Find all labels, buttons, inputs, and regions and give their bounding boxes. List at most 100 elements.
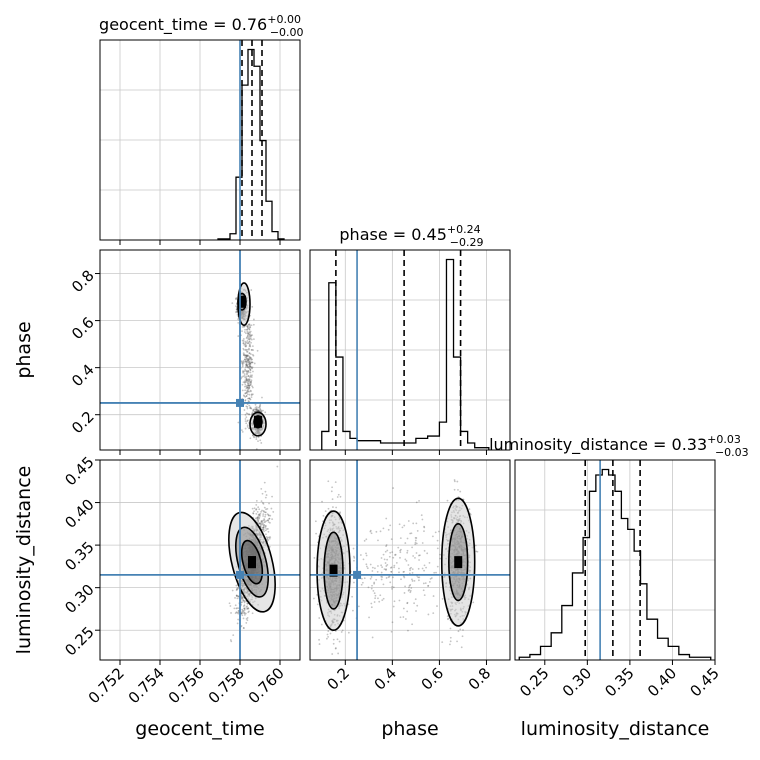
sample-point [330,490,333,493]
sample-point [245,337,248,340]
sample-point [242,338,245,340]
panel-frame [309,249,511,451]
sample-point [390,566,393,569]
sample-point [251,411,254,414]
sample-point [251,507,254,510]
sample-point [247,427,250,430]
density-contour [448,523,469,602]
sample-point [258,517,260,520]
sample-point [338,640,341,643]
sample-point [436,547,439,550]
sample-point [407,564,410,566]
sample-point [428,561,431,564]
sample-point [243,325,246,328]
sample-point [399,537,402,540]
sample-point [316,603,319,606]
sample-point [230,612,232,614]
sample-point [242,362,245,364]
sample-point [321,500,323,503]
x-axis-label-phase: phase [381,718,438,740]
sample-point [259,522,261,525]
sample-point [248,341,251,343]
sample-point [245,356,248,359]
sample-point [245,349,247,352]
sample-point [261,523,264,526]
sample-point [327,507,330,510]
sample-point [260,510,262,513]
sample-point [371,636,374,639]
sample-point [246,379,249,382]
sample-point [363,577,366,580]
sample-point [235,611,238,614]
sample-point [247,384,250,387]
sample-point [249,383,252,386]
sample-point [244,399,247,401]
sample-point [407,589,410,592]
sample-point [456,480,459,483]
sample-point [432,612,435,615]
sample-point [247,323,250,326]
sample-point [371,570,374,572]
sample-point [240,429,243,432]
sample-point [447,618,449,621]
sample-point [243,353,245,356]
sample-point [243,607,246,610]
x-tick-label: 0.25 [516,664,552,700]
x-tick-label: 0.754 [125,664,168,707]
sample-point [242,370,245,373]
sample-point [244,354,247,357]
sample-point [399,551,402,554]
sample-point [254,517,257,520]
sample-point [373,601,376,603]
sample-point [260,487,263,490]
sample-point [262,509,265,512]
x-tick-label: 0.756 [165,664,208,707]
sample-point [246,407,249,410]
sample-point [373,592,376,595]
sample-point [389,551,392,554]
x-tick-label: 0.2 [324,664,354,694]
sample-point [250,358,253,361]
x-tick-label: 0.6 [418,664,448,694]
sample-point [243,614,246,616]
sample-point [245,416,248,419]
sample-point [257,520,260,523]
sample-point [250,393,253,396]
sample-point [322,514,325,517]
sample-point [385,545,387,548]
sample-point [261,492,264,495]
y-tick-label: 0.45 [61,453,97,489]
sample-point [379,594,382,597]
sample-point [244,383,247,386]
sample-point [337,652,340,655]
sample-point [265,533,267,536]
sample-point [245,353,247,356]
sample-point [256,518,259,520]
sample-point [243,609,246,612]
sample-point [247,360,250,362]
sample-point [329,632,332,635]
sample-point [390,570,393,573]
sample-point [257,515,260,518]
sample-point [400,578,402,581]
sample-point [375,530,378,533]
sample-point [242,371,245,374]
sample-point [248,333,251,336]
sample-point [408,584,411,587]
sample-point [247,371,250,374]
sample-point [269,514,272,517]
sample-point [417,554,420,557]
sample-point [248,361,251,363]
sample-point [250,390,252,393]
sample-point [264,511,266,514]
sample-point [375,578,378,581]
sample-point [362,558,365,561]
sample-point [240,624,243,627]
sample-point [246,328,248,331]
sample-point [426,552,429,555]
sample-point [418,559,420,561]
sample-point [245,341,248,344]
sample-point [242,609,244,612]
sample-point [244,612,247,615]
